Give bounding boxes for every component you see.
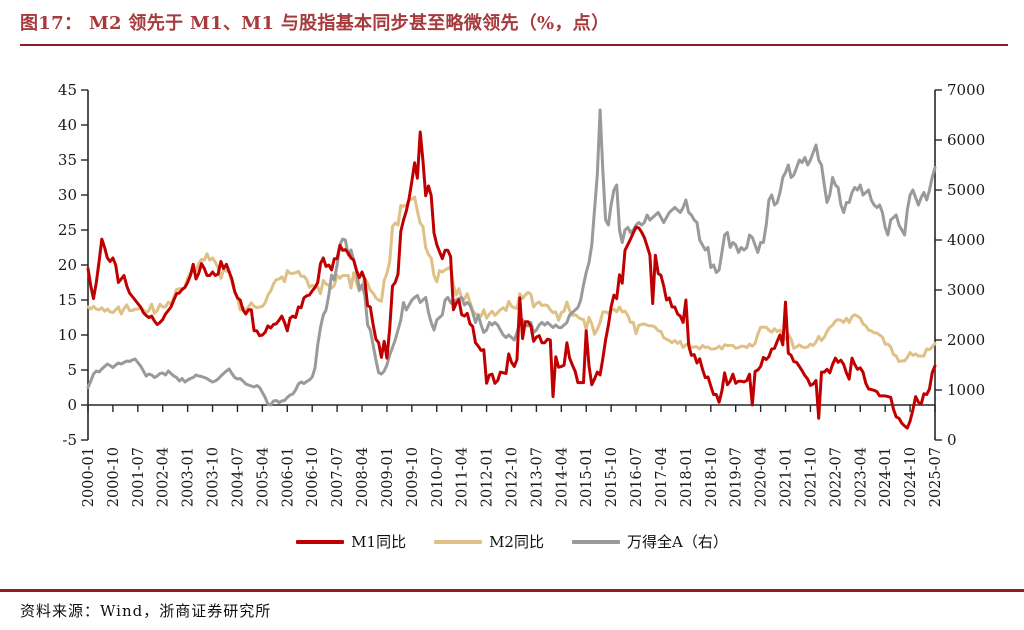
svg-text:2010-07: 2010-07	[430, 447, 446, 507]
svg-text:2024-10: 2024-10	[903, 447, 919, 507]
svg-text:0: 0	[947, 431, 957, 449]
svg-text:5: 5	[67, 361, 77, 379]
svg-text:2000-01: 2000-01	[81, 447, 97, 507]
svg-text:45: 45	[58, 81, 77, 99]
svg-text:15: 15	[58, 291, 77, 309]
svg-text:2000: 2000	[947, 331, 985, 349]
legend-item-m1: M1同比	[296, 531, 406, 552]
svg-text:2012-01: 2012-01	[480, 447, 496, 507]
svg-text:1000: 1000	[947, 381, 985, 399]
svg-text:2021-10: 2021-10	[803, 447, 819, 507]
svg-text:25: 25	[58, 221, 77, 239]
svg-text:2005-04: 2005-04	[255, 447, 271, 507]
svg-text:2006-01: 2006-01	[280, 447, 296, 507]
source-note: 资料来源：Wind，浙商证券研究所	[20, 602, 272, 620]
svg-text:2015-01: 2015-01	[579, 447, 595, 507]
legend-swatch-m2-line	[434, 539, 483, 544]
svg-text:2011-04: 2011-04	[455, 447, 471, 507]
svg-text:2023-04: 2023-04	[853, 447, 869, 507]
svg-text:3000: 3000	[947, 281, 985, 299]
svg-text:2008-04: 2008-04	[355, 447, 371, 507]
legend-label-m1: M1同比	[351, 533, 407, 551]
svg-text:2022-07: 2022-07	[828, 447, 844, 507]
svg-text:2017-04: 2017-04	[654, 447, 670, 507]
svg-text:2014-04: 2014-04	[554, 447, 570, 507]
svg-text:2012-10: 2012-10	[505, 447, 521, 507]
svg-text:2016-07: 2016-07	[629, 447, 645, 507]
svg-text:2007-07: 2007-07	[330, 447, 346, 507]
legend-label-wind-all-a: 万得全A（右）	[626, 533, 728, 551]
legend-swatch-m1-line	[296, 539, 345, 544]
svg-text:2020-04: 2020-04	[754, 447, 770, 507]
svg-text:2001-07: 2001-07	[131, 447, 147, 507]
svg-text:2015-10: 2015-10	[604, 447, 620, 507]
svg-text:2006-10: 2006-10	[305, 447, 321, 507]
svg-text:6000: 6000	[947, 131, 985, 149]
legend-label-m2: M2同比	[489, 533, 544, 551]
svg-text:10: 10	[58, 326, 77, 344]
title-divider	[20, 44, 1008, 46]
svg-text:2003-10: 2003-10	[206, 447, 222, 507]
legend-swatch-wind-all-a-line	[571, 539, 620, 544]
svg-text:2018-10: 2018-10	[704, 447, 720, 507]
svg-text:2003-01: 2003-01	[181, 447, 197, 507]
svg-text:2000-10: 2000-10	[106, 447, 122, 507]
svg-text:2013-07: 2013-07	[529, 447, 545, 507]
svg-text:2009-10: 2009-10	[405, 447, 421, 507]
svg-text:20: 20	[58, 256, 77, 274]
svg-text:40: 40	[58, 116, 77, 134]
svg-text:30: 30	[58, 186, 77, 204]
svg-text:2024-01: 2024-01	[878, 447, 894, 507]
svg-text:7000: 7000	[947, 81, 985, 99]
svg-text:2004-07: 2004-07	[230, 447, 246, 507]
svg-text:2025-07: 2025-07	[928, 447, 944, 507]
svg-text:-5: -5	[62, 431, 77, 449]
svg-text:5000: 5000	[947, 181, 985, 199]
svg-text:2019-07: 2019-07	[729, 447, 745, 507]
svg-text:2009-01: 2009-01	[380, 447, 396, 507]
svg-text:2021-01: 2021-01	[779, 447, 795, 507]
figure-title: 图17： M2 领先于 M1、M1 与股指基本同步甚至略微领先（%，点）	[20, 13, 610, 34]
legend-item-m2: M2同比	[434, 531, 544, 552]
svg-text:35: 35	[58, 151, 77, 169]
svg-text:2002-04: 2002-04	[156, 447, 172, 507]
legend-item-wind-all-a: 万得全A（右）	[571, 531, 728, 552]
svg-text:0: 0	[67, 396, 77, 414]
svg-text:2018-01: 2018-01	[679, 447, 695, 507]
footer-divider	[0, 589, 1024, 592]
chart-legend: M1同比 M2同比 万得全A（右）	[0, 531, 1024, 552]
svg-text:4000: 4000	[947, 231, 985, 249]
